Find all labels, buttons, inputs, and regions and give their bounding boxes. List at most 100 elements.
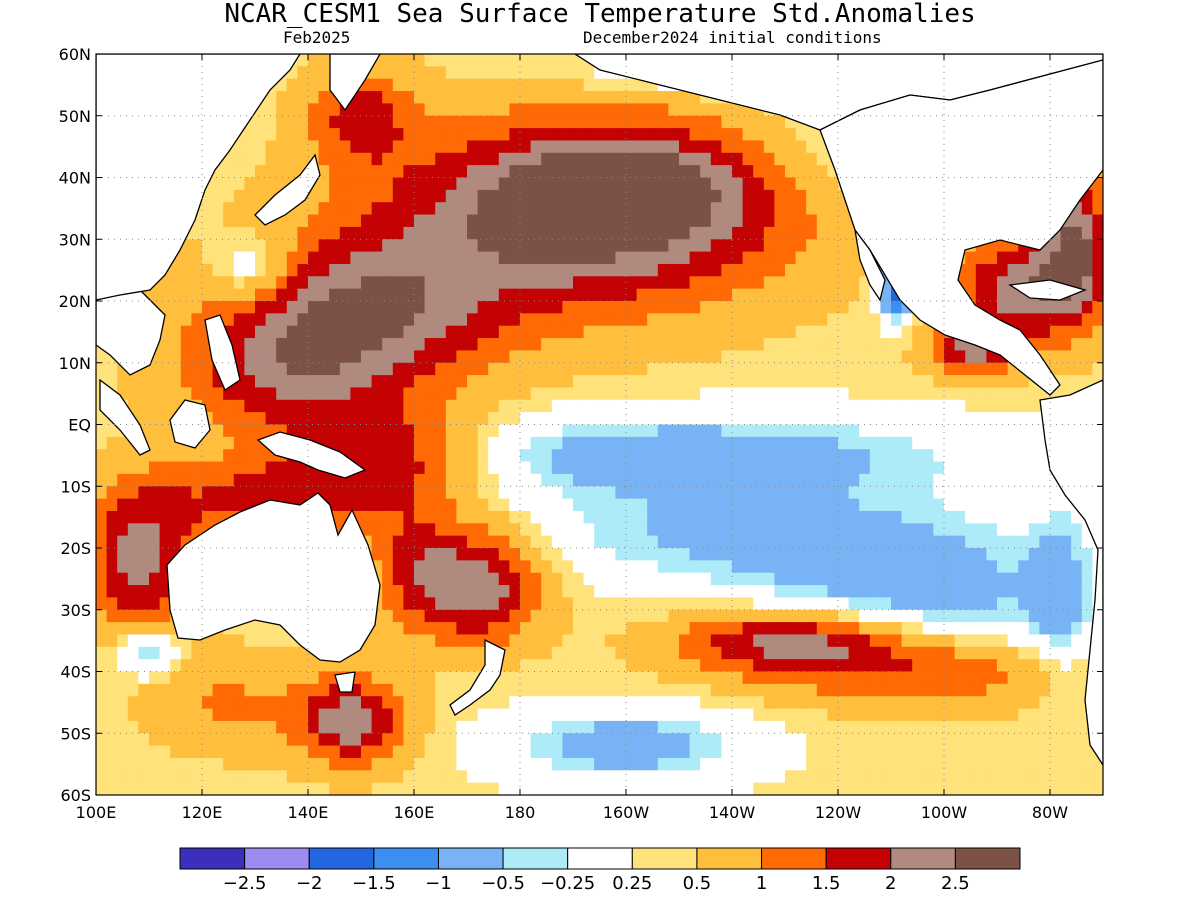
anomaly-cell [551,486,563,500]
anomaly-cell [477,720,489,734]
anomaly-cell [244,350,256,364]
anomaly-cell [530,498,542,512]
anomaly-cell [710,239,722,253]
anomaly-cell [689,609,701,623]
anomaly-cell [244,683,256,697]
anomaly-cell [435,622,447,636]
anomaly-cell [339,276,351,290]
anomaly-cell [424,646,436,660]
anomaly-cell [488,387,500,401]
anomaly-cell [551,609,563,623]
anomaly-cell [530,301,542,314]
anomaly-cell [456,103,468,117]
anomaly-cell [520,486,532,500]
anomaly-cell [732,449,744,463]
anomaly-cell [679,757,691,771]
anomaly-cell [880,449,892,463]
anomaly-cell [785,535,797,549]
anomaly-cell [604,338,616,351]
anomaly-cell [774,251,786,265]
anomaly-cell [922,745,934,759]
anomaly-cell [774,263,786,277]
anomaly-cell [361,498,373,512]
anomaly-cell [509,325,521,339]
anomaly-cell [212,288,224,302]
anomaly-cell [308,683,320,697]
anomaly-cell [414,671,426,685]
anomaly-cell [763,251,775,265]
anomaly-cell [668,498,680,512]
anomaly-cell [414,696,426,710]
anomaly-cell [276,634,288,648]
anomaly-cell [255,473,267,487]
anomaly-cell [944,548,956,561]
anomaly-cell [944,362,956,376]
anomaly-cell [763,696,775,710]
anomaly-cell [965,585,977,598]
anomaly-cell [573,140,585,154]
anomaly-cell [668,733,680,747]
anomaly-cell [541,634,553,648]
anomaly-cell [668,177,680,191]
anomaly-cell [604,301,616,314]
anomaly-cell [276,251,288,265]
anomaly-cell [806,646,818,660]
anomaly-cell [827,696,839,710]
anomaly-cell [901,585,913,598]
anomaly-cell [149,350,161,364]
anomaly-cell [615,424,627,438]
anomaly-cell [498,288,510,302]
anomaly-cell [965,362,977,376]
anomaly-cell [795,288,807,302]
anomaly-cell [732,436,744,450]
anomaly-cell [626,362,638,376]
anomaly-cell [403,202,415,216]
anomaly-cell [541,745,553,759]
anomaly-cell [827,276,839,290]
anomaly-cell [785,165,797,179]
anomaly-cell [657,276,669,290]
anomaly-cell [573,461,585,475]
anomaly-cell [414,486,426,500]
anomaly-cell [392,375,404,389]
anomaly-cell [859,362,871,376]
anomaly-cell [138,424,150,438]
anomaly-cell [202,301,214,314]
anomaly-cell [255,424,267,438]
anomaly-cell [339,412,351,426]
anomaly-cell [403,498,415,512]
anomaly-cell [488,165,500,179]
anomaly-cell [424,288,436,302]
anomaly-cell [371,720,383,734]
anomaly-cell [562,572,574,586]
anomaly-cell [530,473,542,487]
anomaly-cell [785,646,797,660]
anomaly-cell [562,473,574,487]
anomaly-cell [180,276,192,290]
anomaly-cell [721,226,733,240]
anomaly-cell [583,313,595,327]
anomaly-cell [615,770,627,784]
anomaly-cell [710,461,722,475]
anomaly-cell [700,226,712,240]
anomaly-cell [191,634,203,648]
anomaly-cell [615,782,627,795]
anomaly-cell [753,486,765,500]
anomaly-cell [498,461,510,475]
anomaly-cell [626,745,638,759]
anomaly-cell [604,399,616,413]
anomaly-cell [477,399,489,413]
anomaly-cell [806,770,818,784]
anomaly-cell [869,757,881,771]
anomaly-cell [689,436,701,450]
anomaly-cell [477,424,489,438]
anomaly-cell [795,424,807,438]
anomaly-cell [657,226,669,240]
anomaly-cell [573,103,585,117]
anomaly-cell [117,375,129,389]
anomaly-cell [223,301,235,314]
anomaly-cell [530,115,542,129]
anomaly-cell [159,301,171,314]
anomaly-cell [922,708,934,722]
anomaly-cell [838,720,850,734]
